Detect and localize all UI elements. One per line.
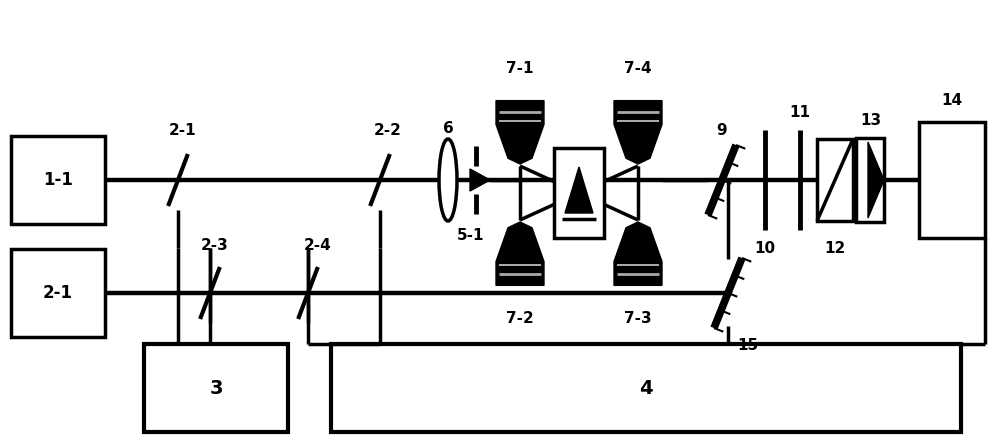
Ellipse shape <box>439 139 457 221</box>
Bar <box>144 344 288 432</box>
Text: 11: 11 <box>790 104 810 120</box>
Polygon shape <box>470 169 490 191</box>
Text: 12: 12 <box>824 241 846 255</box>
Text: 14: 14 <box>941 92 963 108</box>
Text: 13: 13 <box>860 112 882 128</box>
Polygon shape <box>868 142 884 218</box>
Text: 7-4: 7-4 <box>624 60 652 76</box>
Bar <box>554 148 604 238</box>
Polygon shape <box>614 222 662 285</box>
Text: 9: 9 <box>717 122 727 138</box>
Text: 15: 15 <box>737 337 759 353</box>
Text: 2-1: 2-1 <box>43 284 73 302</box>
Text: 6: 6 <box>443 121 453 135</box>
Text: 2-3: 2-3 <box>201 237 229 253</box>
Text: 2-4: 2-4 <box>304 237 332 253</box>
Text: 7-3: 7-3 <box>624 310 652 326</box>
Bar <box>856 138 884 222</box>
Polygon shape <box>565 167 593 213</box>
Text: 4: 4 <box>639 379 653 397</box>
Bar <box>817 139 853 221</box>
Text: 5-1: 5-1 <box>457 228 485 242</box>
Text: 7-2: 7-2 <box>506 310 534 326</box>
Polygon shape <box>614 101 662 164</box>
Text: 10: 10 <box>754 241 776 255</box>
Text: 1-1: 1-1 <box>43 171 73 189</box>
Text: 3: 3 <box>209 379 223 397</box>
Text: 2-2: 2-2 <box>374 122 402 138</box>
Text: 7-1: 7-1 <box>506 60 534 76</box>
Bar <box>919 122 985 238</box>
Bar <box>11 249 105 337</box>
Bar <box>331 344 961 432</box>
Polygon shape <box>496 222 544 285</box>
Polygon shape <box>496 101 544 164</box>
Bar <box>11 136 105 224</box>
Text: 2-1: 2-1 <box>169 122 197 138</box>
